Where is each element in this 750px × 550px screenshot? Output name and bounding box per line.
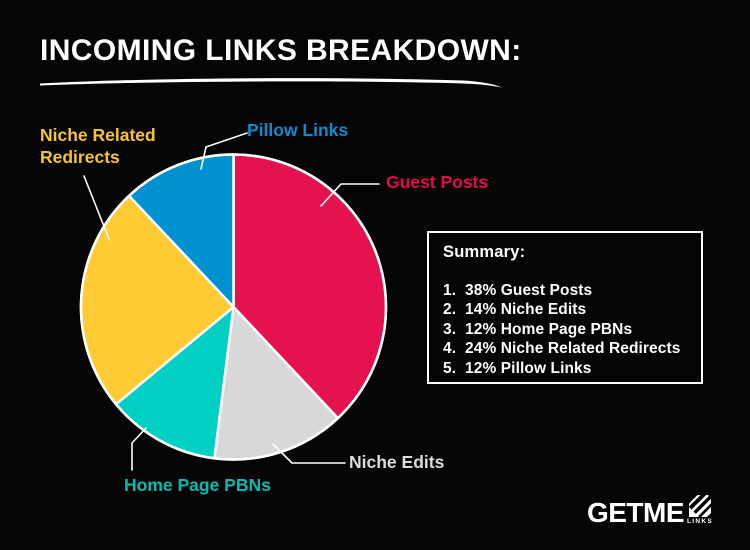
- label-pillow-links: Pillow Links: [247, 120, 349, 140]
- summary-list: 1. 38% Guest Posts 2. 14% Niche Edits 3.…: [443, 281, 693, 378]
- label-niche-related-redirects: Niche Related Redirects: [40, 125, 156, 168]
- leader-line-niche-edits: [272, 443, 346, 464]
- leader-line-niche-related-redirects: [83, 175, 110, 240]
- logo-sub-label: LINKS: [687, 518, 713, 525]
- leader-line-home-page-pbns: [131, 427, 147, 471]
- title-underline-swoosh: [40, 78, 502, 88]
- summary-item-text: 14% Niche Edits: [465, 301, 587, 319]
- summary-item: 3. 12% Home Page PBNs: [443, 320, 693, 339]
- summary-item-text: 12% Home Page PBNs: [465, 320, 633, 338]
- summary-box: Summary: 1. 38% Guest Posts 2. 14% Niche…: [427, 231, 703, 384]
- pie-outline: [79, 153, 388, 461]
- summary-item-number: 1.: [443, 282, 457, 299]
- summary-item: 5. 12% Pillow Links: [443, 359, 693, 378]
- getme-links-logo-icon: [689, 495, 711, 517]
- summary-item-text: 38% Guest Posts: [465, 282, 593, 299]
- label-home-page-pbns: Home Page PBNs: [124, 475, 271, 495]
- label-niche-edits: Niche Edits: [349, 452, 445, 472]
- summary-item-text: 12% Pillow Links: [465, 359, 592, 377]
- getme-links-logo: GETME LINKS: [586, 495, 713, 529]
- summary-item: 2. 14% Niche Edits: [443, 300, 693, 319]
- summary-item: 1. 38% Guest Posts: [443, 281, 693, 300]
- summary-heading: Summary:: [443, 243, 526, 261]
- summary-item-number: 5.: [443, 359, 457, 377]
- summary-item-number: 4.: [443, 340, 457, 358]
- summary-item-number: 2.: [443, 301, 457, 319]
- logo-wordmark: GETME: [586, 497, 685, 529]
- page-title: INCOMING LINKS BREAKDOWN:: [40, 34, 522, 67]
- summary-item: 4. 24% Niche Related Redirects: [443, 339, 693, 358]
- summary-item-text: 24% Niche Related Redirects: [465, 340, 681, 358]
- leader-line-pillow-links: [200, 132, 248, 170]
- leader-line-guest-posts: [320, 183, 380, 207]
- label-guest-posts: Guest Posts: [386, 172, 489, 192]
- summary-item-number: 3.: [443, 320, 457, 338]
- pie-slices: [79, 153, 388, 461]
